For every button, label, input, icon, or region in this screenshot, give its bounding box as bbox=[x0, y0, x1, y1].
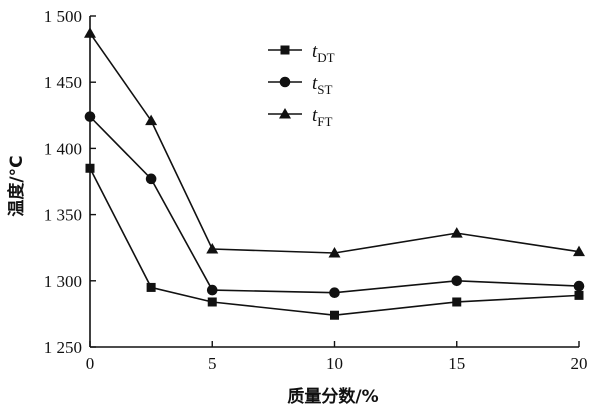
legend-label: tFT bbox=[312, 105, 333, 129]
x-tick-label: 20 bbox=[571, 354, 588, 373]
axes: 1 250 1 300 1 350 1 400 1 450 1 500 0 5 10 15 20 bbox=[44, 7, 588, 373]
square-marker bbox=[146, 282, 156, 292]
triangle-marker bbox=[84, 27, 96, 38]
y-tick-label: 1 500 bbox=[44, 7, 82, 26]
legend-label-main: t bbox=[312, 73, 318, 94]
y-tick-label: 1 400 bbox=[44, 139, 82, 158]
series-group bbox=[84, 27, 585, 320]
square-marker bbox=[85, 163, 95, 173]
triangle-marker bbox=[328, 246, 341, 258]
triangle-marker bbox=[145, 114, 158, 126]
triangle-marker bbox=[573, 245, 585, 257]
circle-marker bbox=[279, 76, 291, 88]
series-tST bbox=[84, 111, 585, 299]
circle-marker bbox=[145, 173, 157, 185]
series-tFT bbox=[84, 27, 585, 258]
legend-label-main: t bbox=[312, 41, 318, 62]
triangle-marker bbox=[279, 108, 291, 119]
legend-entry-tST: tST bbox=[268, 73, 333, 97]
square-marker bbox=[330, 310, 339, 320]
x-tick-label: 15 bbox=[448, 354, 465, 373]
legend-label-subscript: ST bbox=[317, 82, 332, 97]
triangle-marker bbox=[206, 243, 219, 254]
circle-marker bbox=[206, 284, 218, 296]
circle-marker bbox=[451, 275, 463, 287]
series-line-tFT bbox=[89, 32, 580, 254]
legend-label: tST bbox=[312, 73, 333, 97]
legend-label-subscript: DT bbox=[317, 50, 334, 65]
square-marker bbox=[452, 297, 462, 307]
y-tick-label: 1 250 bbox=[44, 338, 82, 357]
series-tDT bbox=[85, 163, 584, 320]
series-line-tST bbox=[89, 116, 580, 294]
circle-marker bbox=[573, 280, 585, 292]
square-marker bbox=[280, 45, 290, 55]
legend-label-main: t bbox=[312, 105, 318, 126]
y-tick-label: 1 300 bbox=[44, 272, 82, 291]
triangle-marker bbox=[450, 227, 463, 238]
x-tick-label: 5 bbox=[208, 354, 217, 373]
square-marker bbox=[574, 290, 584, 300]
x-axis-label: 质量分数/% bbox=[287, 386, 378, 407]
y-tick-label: 1 450 bbox=[44, 73, 82, 92]
x-tick-label: 10 bbox=[326, 354, 343, 373]
x-tick-label: 0 bbox=[86, 354, 95, 373]
series-line-tDT bbox=[89, 167, 580, 317]
square-marker bbox=[207, 297, 217, 307]
legend-label-subscript: FT bbox=[317, 114, 332, 129]
legend-entry-tFT: tFT bbox=[268, 105, 333, 129]
y-tick-label: 1 350 bbox=[44, 206, 82, 225]
circle-marker bbox=[84, 111, 96, 122]
legend-label: tDT bbox=[312, 41, 335, 65]
y-axis-label: 温度/°C bbox=[6, 155, 27, 216]
legend-entry-tDT: tDT bbox=[268, 41, 335, 65]
circle-marker bbox=[329, 287, 340, 299]
